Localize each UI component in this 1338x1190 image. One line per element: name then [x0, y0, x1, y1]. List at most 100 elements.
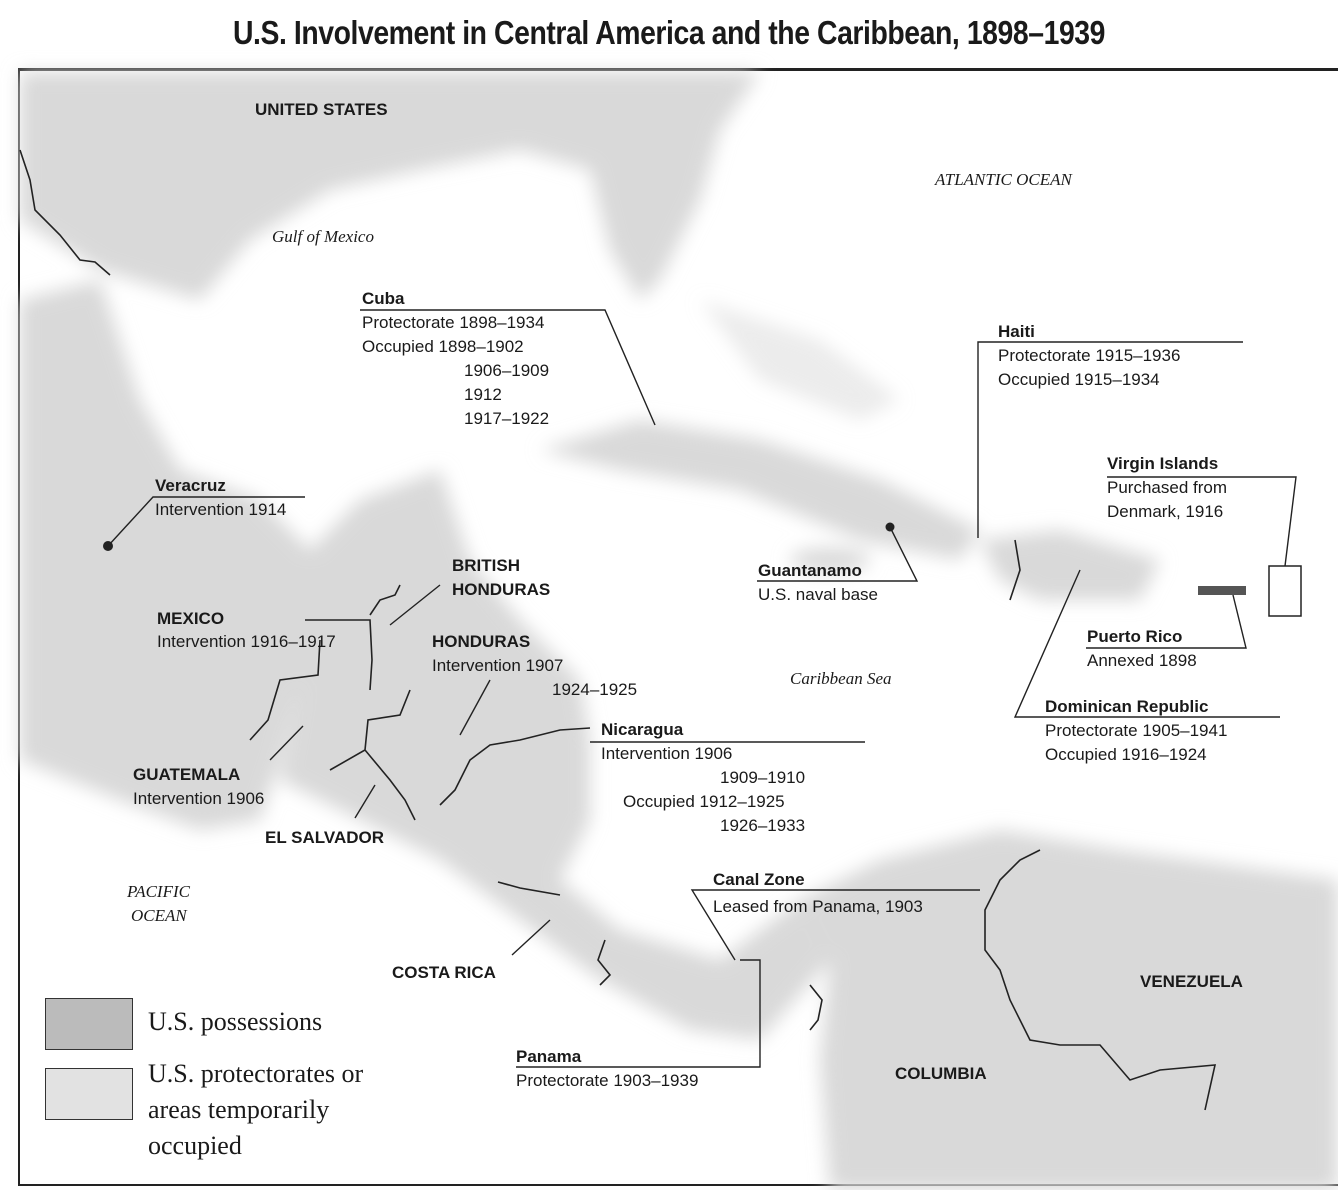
border-honduras: [329, 689, 416, 821]
canal-zone-leader: [690, 889, 980, 961]
nicaragua-line: 1926–1933: [720, 816, 806, 835]
nicaragua-line: Occupied 1912–1925: [623, 792, 785, 811]
guantanamo-marker: [885, 522, 895, 532]
border-haiti-dr: [1009, 539, 1021, 601]
panama-name: Panama: [516, 1047, 582, 1066]
cuba-line: 1917–1922: [464, 409, 550, 428]
cuba-name: Cuba: [362, 289, 405, 308]
honduras-line: 1924–1925: [552, 680, 638, 699]
map-title: U.S. Involvement in Central America and …: [232, 14, 1106, 51]
border-colombia-venezuela: [984, 849, 1217, 1111]
puerto-rico-line: Annexed 1898: [1087, 651, 1197, 670]
callout-puerto-rico: Puerto Rico Annexed 1898: [1087, 625, 1197, 673]
border-british-honduras: [369, 584, 401, 616]
callout-panama: Panama Protectorate 1903–1939: [516, 1045, 698, 1093]
virgin-islands-leader: [1107, 476, 1297, 567]
honduras-line: Intervention 1907: [432, 656, 564, 675]
callout-canal-zone: Canal Zone Leased from Panama, 1903: [713, 868, 923, 919]
label-gulf-of-mexico: Gulf of Mexico: [272, 227, 374, 246]
legend-possessions: U.S. possessions: [148, 1007, 323, 1036]
virgin-islands-line: Denmark, 1916: [1107, 502, 1224, 521]
nicaragua-line: Intervention 1906: [601, 744, 733, 763]
guatemala-name: GUATEMALA: [133, 765, 241, 784]
callout-dominican-republic: Dominican Republic Protectorate 1905–194…: [1045, 695, 1227, 767]
callout-cuba: Cuba Protectorate 1898–1934 Occupied 189…: [362, 287, 549, 431]
canal-zone-name: Canal Zone: [713, 870, 805, 889]
land-united-states: [20, 72, 760, 300]
haiti-line: Protectorate 1915–1936: [998, 346, 1181, 365]
virgin-islands-name: Virgin Islands: [1107, 454, 1219, 473]
label-venezuela: VENEZUELA: [1140, 972, 1243, 991]
label-caribbean-sea: Caribbean Sea: [790, 669, 892, 688]
guantanamo-name: Guantanamo: [758, 561, 862, 580]
legend-protectorates-1: U.S. protectorates or: [148, 1059, 364, 1088]
costa-rica-leader: [511, 919, 551, 956]
virgin-islands-box: [1268, 565, 1302, 617]
legend-protectorates-3: occupied: [148, 1131, 242, 1160]
callout-guatemala: GUATEMALA Intervention 1906: [133, 763, 264, 811]
veracruz-name: Veracruz: [155, 476, 226, 495]
cuba-line: Occupied 1898–1902: [362, 337, 524, 356]
cuba-line: Protectorate 1898–1934: [362, 313, 545, 332]
panama-line: Protectorate 1903–1939: [516, 1071, 699, 1090]
label-united-states: UNITED STATES: [255, 100, 388, 119]
border-mexico-guatemala: [249, 619, 373, 741]
mexico-intervention: Intervention 1916–1917: [157, 632, 336, 651]
label-british-honduras-2: HONDURAS: [452, 580, 551, 599]
legend-swatch-possessions: [45, 998, 133, 1050]
legend-swatch-protectorates: [45, 1068, 133, 1120]
land-cuba: [540, 420, 980, 560]
virgin-islands-line: Purchased from: [1107, 478, 1227, 497]
land-hispaniola: [980, 530, 1160, 600]
guantanamo-line: U.S. naval base: [758, 585, 879, 604]
british-honduras-leader: [389, 584, 441, 626]
haiti-name: Haiti: [998, 322, 1035, 341]
guatemala-line: Intervention 1906: [133, 789, 265, 808]
border-costa-rica: [497, 881, 561, 896]
nicaragua-name: Nicaragua: [601, 720, 684, 739]
callout-haiti: Haiti Protectorate 1915–1936 Occupied 19…: [998, 320, 1180, 392]
dominican-republic-line: Protectorate 1905–1941: [1045, 721, 1228, 740]
land-mexico: [20, 280, 320, 830]
cuba-line: 1906–1909: [464, 361, 550, 380]
border-us-mexico: [19, 149, 111, 276]
puerto-rico-name: Puerto Rico: [1087, 627, 1183, 646]
label-british-honduras-1: BRITISH: [452, 556, 520, 575]
puerto-rico-leader: [1086, 594, 1247, 649]
veracruz-marker: [103, 541, 113, 551]
callout-honduras: HONDURAS Intervention 1907 1924–1925: [432, 630, 637, 702]
veracruz-leader: [107, 496, 305, 547]
el-salvador-leader: [354, 784, 376, 819]
cuba-line: 1912: [464, 385, 502, 404]
land-jamaica: [790, 548, 870, 572]
callout-nicaragua: Nicaragua Intervention 1906 1909–1910 Oc…: [601, 718, 805, 838]
honduras-name: HONDURAS: [432, 632, 531, 651]
land-south-america: [800, 830, 1338, 1190]
label-pacific-2: OCEAN: [131, 906, 187, 925]
nicaragua-line: 1909–1910: [720, 768, 806, 787]
legend-protectorates-2: areas temporarily: [148, 1095, 330, 1124]
dr-leader: [1013, 569, 1280, 718]
callout-guantanamo: Guantanamo U.S. naval base: [758, 559, 878, 607]
cuba-leader: [360, 309, 656, 426]
panama-leader: [516, 959, 761, 1068]
label-atlantic-ocean: ATLANTIC OCEAN: [935, 170, 1072, 189]
label-pacific-1: PACIFIC: [127, 882, 190, 901]
border-colombia-panama: [809, 984, 823, 1031]
canal-zone-line: Leased from Panama, 1903: [713, 897, 923, 916]
dominican-republic-line: Occupied 1916–1924: [1045, 745, 1207, 764]
coast-nicaragua: [439, 727, 591, 806]
puerto-rico-shape: [1198, 586, 1246, 595]
label-costa-rica: COSTA RICA: [392, 963, 496, 982]
haiti-line: Occupied 1915–1934: [998, 370, 1160, 389]
label-columbia: COLUMBIA: [895, 1064, 987, 1083]
map-frame: [18, 68, 1338, 1186]
callout-veracruz: Veracruz Intervention 1914: [155, 474, 286, 522]
guantanamo-leader: [757, 526, 919, 582]
veracruz-line: Intervention 1914: [155, 500, 287, 519]
guatemala-leader: [269, 725, 304, 761]
dominican-republic-name: Dominican Republic: [1045, 697, 1209, 716]
label-mexico: MEXICO: [157, 609, 225, 628]
callout-virgin-islands: Virgin Islands Purchased from Denmark, 1…: [1107, 452, 1227, 524]
